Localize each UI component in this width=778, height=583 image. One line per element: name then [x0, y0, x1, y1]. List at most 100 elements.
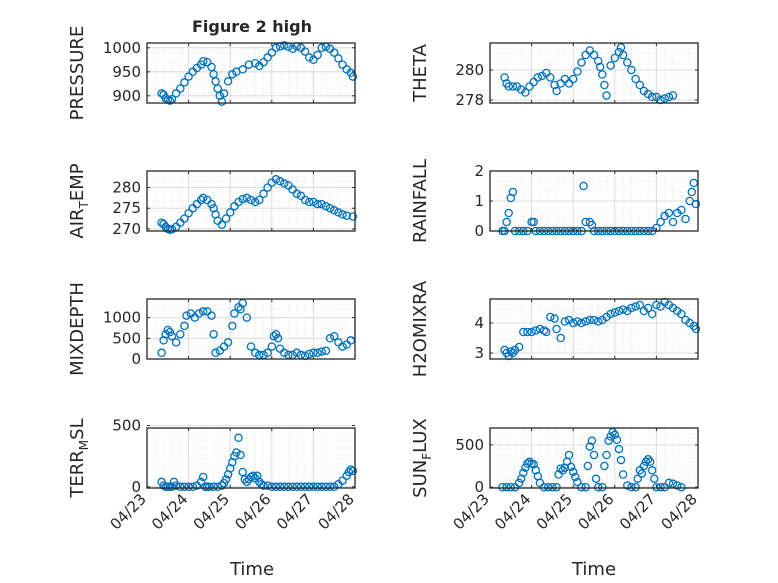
- data-point: [196, 477, 206, 487]
- data-point: [313, 482, 322, 492]
- data-point: [616, 455, 626, 465]
- data-point: [598, 482, 607, 492]
- data-point: [677, 205, 686, 215]
- data-point: [612, 435, 622, 445]
- data-point: [568, 74, 578, 84]
- data-point: [313, 348, 322, 358]
- data-point: [238, 467, 247, 477]
- data-point: [602, 91, 611, 100]
- data-point: [180, 482, 189, 492]
- data-point: [504, 208, 513, 218]
- data-point: [623, 58, 632, 67]
- y-axis-label: PRESSURE: [67, 26, 88, 121]
- data-point: [171, 338, 181, 347]
- data-point: [325, 482, 335, 492]
- data-point: [633, 474, 642, 483]
- data-point: [196, 195, 206, 205]
- data-point: [643, 303, 653, 313]
- data-point: [338, 60, 347, 69]
- data-point: [610, 308, 620, 317]
- data-point: [238, 194, 247, 204]
- data-point: [242, 313, 252, 322]
- data-point: [275, 482, 285, 492]
- data-point: [606, 61, 615, 70]
- data-point: [309, 55, 318, 65]
- data-point: [300, 195, 310, 205]
- data-point: [660, 94, 669, 103]
- data-point: [198, 193, 208, 203]
- data-point: [593, 482, 603, 492]
- data-point: [236, 450, 245, 460]
- data-point: [329, 206, 339, 215]
- data-point: [637, 469, 647, 478]
- data-point: [631, 482, 640, 492]
- data-point: [300, 47, 310, 56]
- data-point: [571, 472, 580, 482]
- data-point: [635, 80, 645, 90]
- data-point: [652, 482, 661, 492]
- data-point: [627, 303, 636, 313]
- data-point: [313, 50, 322, 60]
- data-point: [163, 325, 173, 335]
- x-axis-label-right: Time: [571, 559, 616, 580]
- data-point: [230, 309, 239, 318]
- y-axis-label: SUNFLUX: [410, 418, 434, 498]
- data-point: [176, 329, 185, 339]
- y-tick-label: 1000: [103, 39, 141, 57]
- data-point: [579, 181, 588, 191]
- data-point: [687, 187, 697, 197]
- data-point: [589, 315, 599, 325]
- data-point: [508, 187, 518, 197]
- data-point: [652, 300, 661, 310]
- data-point: [589, 450, 599, 460]
- data-point: [677, 309, 686, 319]
- data-point: [656, 482, 665, 492]
- data-point: [321, 346, 331, 355]
- data-point: [647, 309, 657, 319]
- y-axis-label: RAINFALL: [410, 159, 431, 243]
- data-point: [194, 309, 204, 318]
- data-point: [604, 436, 613, 445]
- x-tick-label: 04/23: [450, 490, 493, 533]
- y-axis-label: THETA: [410, 43, 431, 103]
- data-point: [269, 331, 279, 341]
- y-tick-label: 2: [474, 162, 484, 180]
- x-tick-label: 04/28: [315, 490, 358, 533]
- y-tick-label: 0: [474, 222, 484, 240]
- data-point: [591, 474, 601, 483]
- data-point: [618, 470, 628, 479]
- data-point: [531, 326, 541, 335]
- data-point: [334, 208, 343, 217]
- data-point: [255, 195, 264, 205]
- x-tick-label: 04/26: [574, 490, 617, 533]
- data-point: [246, 195, 256, 205]
- data-point: [598, 70, 607, 79]
- x-tick-label: 04/23: [107, 490, 150, 533]
- data-point: [639, 461, 649, 471]
- data-point: [309, 348, 318, 358]
- data-point: [167, 331, 177, 341]
- data-point: [280, 179, 289, 188]
- y-tick-label: 1000: [103, 309, 141, 327]
- data-point: [223, 338, 233, 347]
- data-point: [198, 307, 208, 316]
- data-point: [259, 57, 268, 67]
- data-point: [321, 201, 331, 211]
- y-tick-label: 0: [131, 350, 141, 368]
- data-point: [681, 214, 690, 224]
- data-point: [271, 175, 281, 184]
- data-point: [623, 481, 632, 490]
- data-point: [234, 433, 243, 443]
- data-point: [292, 348, 302, 358]
- data-point: [348, 72, 358, 81]
- data-point: [533, 73, 543, 82]
- data-point: [691, 199, 701, 209]
- data-point: [184, 72, 193, 81]
- data-point: [525, 457, 534, 467]
- data-point: [215, 91, 225, 101]
- data-point: [338, 342, 347, 351]
- data-point: [556, 79, 565, 88]
- data-point: [342, 211, 351, 220]
- data-point: [600, 80, 609, 90]
